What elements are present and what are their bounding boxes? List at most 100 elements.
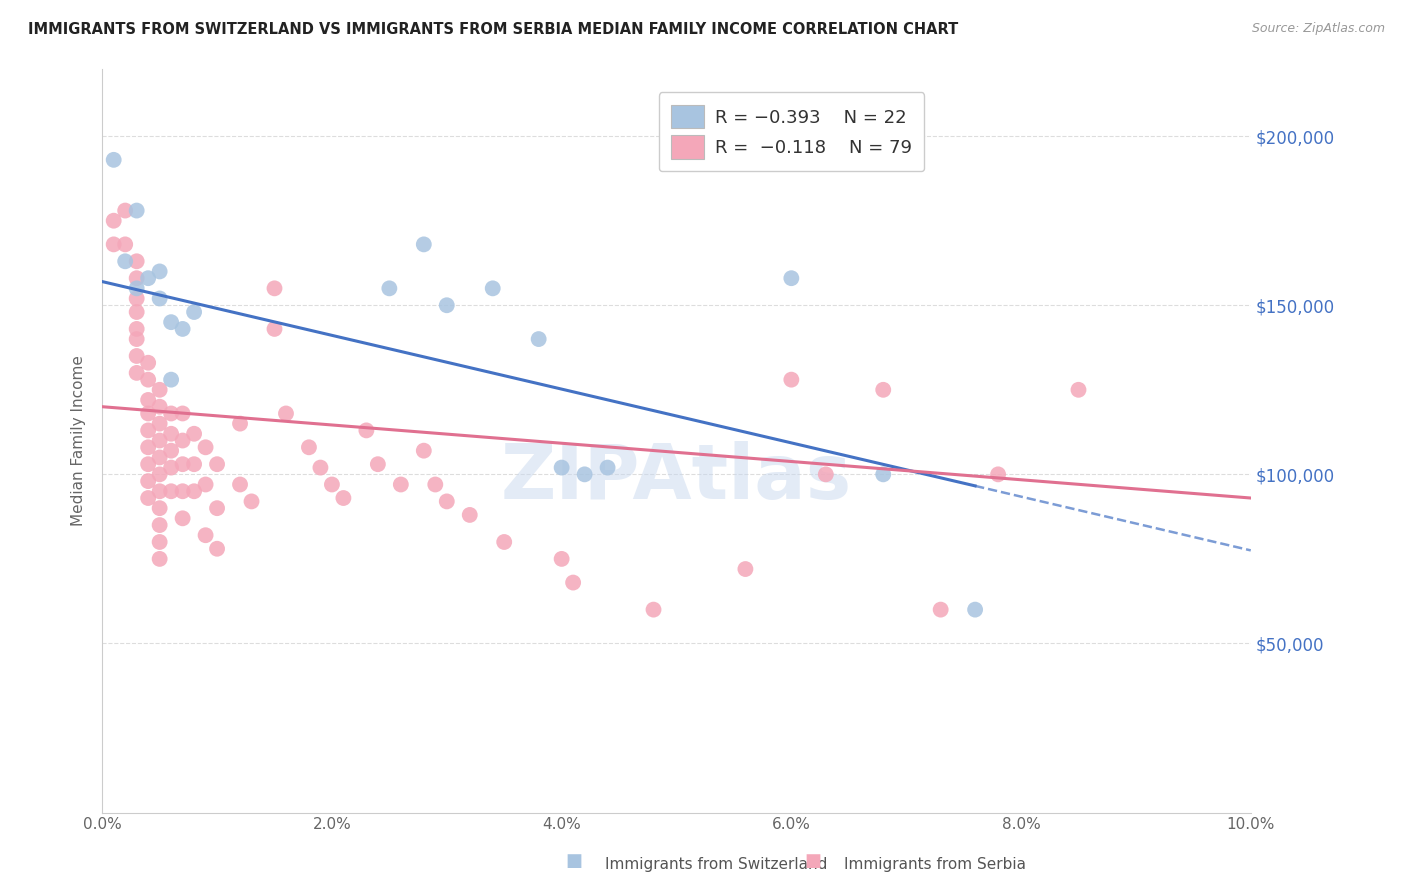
Point [103,213,125,227]
Point [149,434,172,448]
Point [389,477,412,491]
Point [149,501,172,516]
Point [263,322,285,336]
Text: ZIPAtlas: ZIPAtlas [501,441,852,515]
Point [172,484,194,499]
Point [125,349,148,363]
Point [205,457,228,471]
Point [378,281,401,295]
Point [309,460,332,475]
Text: IMMIGRANTS FROM SWITZERLAND VS IMMIGRANTS FROM SERBIA MEDIAN FAMILY INCOME CORRE: IMMIGRANTS FROM SWITZERLAND VS IMMIGRANT… [28,22,959,37]
Point [125,254,148,268]
Point [734,562,756,576]
Point [160,484,183,499]
Point [149,518,172,533]
Point [274,407,297,421]
Point [183,457,205,471]
Text: ■: ■ [565,852,582,870]
Point [149,484,172,499]
Point [643,602,665,616]
Point [263,281,285,295]
Point [780,271,803,285]
Point [494,535,516,549]
Legend: R = −0.393    N = 22, R =  −0.118    N = 79: R = −0.393 N = 22, R = −0.118 N = 79 [658,93,924,171]
Point [136,373,159,387]
Point [114,203,136,218]
Point [965,602,987,616]
Text: ■: ■ [804,852,821,870]
Point [458,508,481,522]
Point [183,426,205,441]
Point [229,417,252,431]
Point [125,271,148,285]
Point [205,501,228,516]
Point [136,271,159,285]
Point [172,322,194,336]
Point [136,423,159,437]
Point [172,511,194,525]
Point [172,407,194,421]
Point [136,457,159,471]
Point [149,264,172,278]
Text: Immigrants from Serbia: Immigrants from Serbia [844,857,1025,872]
Point [172,457,194,471]
Point [125,292,148,306]
Point [183,484,205,499]
Point [149,417,172,431]
Point [149,552,172,566]
Point [160,460,183,475]
Point [194,477,217,491]
Point [114,254,136,268]
Point [240,494,263,508]
Point [160,407,183,421]
Point [412,237,434,252]
Point [183,305,205,319]
Point [160,315,183,329]
Point [596,460,619,475]
Point [136,407,159,421]
Point [987,467,1010,482]
Point [103,237,125,252]
Point [160,373,183,387]
Point [332,491,354,505]
Point [780,373,803,387]
Point [550,552,572,566]
Point [103,153,125,167]
Point [172,434,194,448]
Point [367,457,389,471]
Point [136,440,159,454]
Point [562,575,585,590]
Point [114,237,136,252]
Point [929,602,952,616]
Point [149,450,172,465]
Point [574,467,596,482]
Point [194,440,217,454]
Point [136,491,159,505]
Text: Immigrants from Switzerland: Immigrants from Switzerland [605,857,827,872]
Point [436,494,458,508]
Point [149,383,172,397]
Point [425,477,447,491]
Point [149,292,172,306]
Point [125,281,148,295]
Point [1067,383,1090,397]
Point [136,356,159,370]
Point [194,528,217,542]
Point [125,305,148,319]
Point [229,477,252,491]
Point [298,440,321,454]
Point [125,203,148,218]
Point [814,467,837,482]
Point [136,392,159,407]
Point [160,443,183,458]
Point [149,467,172,482]
Point [550,460,572,475]
Point [412,443,434,458]
Point [872,383,894,397]
Point [527,332,550,346]
Point [436,298,458,312]
Text: Source: ZipAtlas.com: Source: ZipAtlas.com [1251,22,1385,36]
Point [205,541,228,556]
Point [125,322,148,336]
Point [125,332,148,346]
